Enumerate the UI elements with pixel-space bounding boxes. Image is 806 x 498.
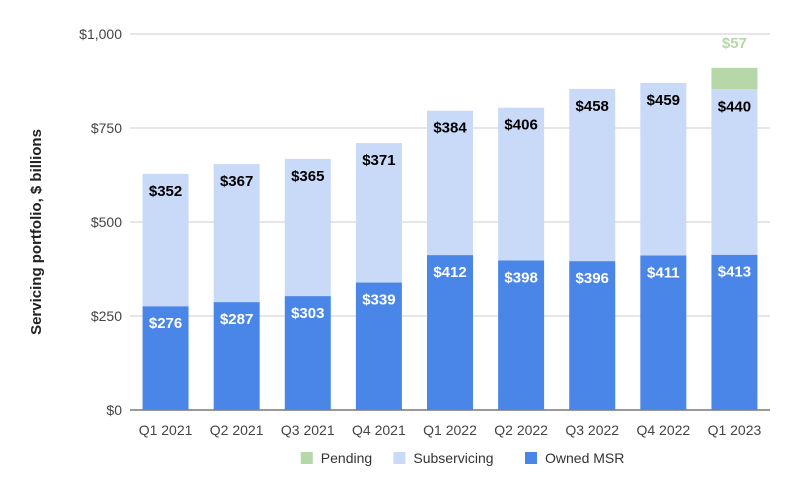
data-label: $57 — [722, 35, 747, 52]
data-label: $303 — [291, 305, 324, 322]
bar-subservicing — [284, 158, 331, 297]
y-tick-label: $750 — [91, 120, 122, 136]
bar-subservicing — [427, 110, 473, 256]
bar-labels: $276 $352 $287 $367 $303 $365 $339 $371 $412 $384… — [149, 35, 751, 332]
legend-swatch — [300, 452, 313, 464]
data-label: $276 — [149, 315, 182, 332]
bar-subservicing — [711, 89, 758, 255]
x-tick-label: Q1 2022 — [423, 422, 477, 438]
x-tick-label: Q4 2021 — [352, 422, 406, 438]
data-label: $412 — [433, 264, 466, 281]
x-tick-label: Q2 2022 — [494, 422, 548, 438]
bar-subservicing — [498, 107, 545, 261]
data-label: $396 — [576, 270, 609, 287]
data-label: $371 — [362, 152, 395, 169]
bar-owned-msr — [711, 254, 758, 410]
data-label: $411 — [647, 264, 680, 281]
legend-label: Subservicing — [413, 450, 493, 466]
legend-label: Owned MSR — [545, 450, 624, 466]
y-tick-label: $0 — [106, 402, 122, 418]
x-tick-label: Q4 2022 — [636, 422, 690, 438]
data-label: $287 — [220, 311, 253, 328]
data-label: $459 — [647, 92, 680, 109]
x-tick-label: Q2 2021 — [210, 422, 264, 438]
legend: Pending Subservicing Owned MSR — [300, 450, 624, 466]
bar-owned-msr — [213, 302, 260, 410]
data-label: $384 — [433, 120, 467, 137]
bar-subservicing — [640, 82, 687, 256]
data-label: $352 — [149, 183, 182, 200]
x-tick-label: Q1 2023 — [708, 422, 762, 438]
bar-owned-msr — [640, 255, 687, 410]
data-label: $440 — [718, 98, 751, 115]
bar-owned-msr — [427, 255, 473, 410]
legend-label: Pending — [321, 450, 372, 466]
y-tick-label: $500 — [91, 214, 122, 230]
data-label: $365 — [291, 168, 324, 185]
data-label: $398 — [504, 269, 537, 286]
data-label: $413 — [718, 264, 751, 281]
bar-subservicing — [213, 164, 260, 303]
bar-owned-msr — [569, 261, 616, 410]
bar-owned-msr — [355, 282, 402, 410]
bar-subservicing — [569, 88, 616, 262]
x-tick-label: Q1 2021 — [139, 422, 193, 438]
data-label: $458 — [576, 98, 609, 115]
bar-subservicing — [142, 173, 189, 307]
bar-owned-msr — [142, 306, 189, 410]
x-tick-label: Q3 2022 — [565, 422, 619, 438]
bar-pending — [711, 67, 758, 90]
bars — [142, 67, 758, 410]
bar-owned-msr — [284, 296, 331, 410]
y-axis-ticks: $0 $250 $500 $750 $1,000 — [79, 26, 122, 418]
y-tick-label: $250 — [91, 308, 122, 324]
data-label: $406 — [504, 117, 537, 134]
bar-owned-msr — [498, 260, 545, 410]
x-tick-label: Q3 2021 — [281, 422, 335, 438]
legend-swatch — [525, 452, 537, 464]
data-label: $367 — [220, 173, 253, 190]
y-axis-label: Servicing portfolio, $ billions — [28, 129, 45, 335]
bar-subservicing — [355, 143, 402, 283]
data-label: $339 — [362, 292, 395, 309]
legend-swatch — [393, 452, 406, 464]
y-tick-label: $1,000 — [79, 26, 122, 42]
x-axis-ticks: Q1 2021 Q2 2021 Q3 2021 Q4 2021 Q1 2022 Q2 20… — [139, 422, 762, 438]
